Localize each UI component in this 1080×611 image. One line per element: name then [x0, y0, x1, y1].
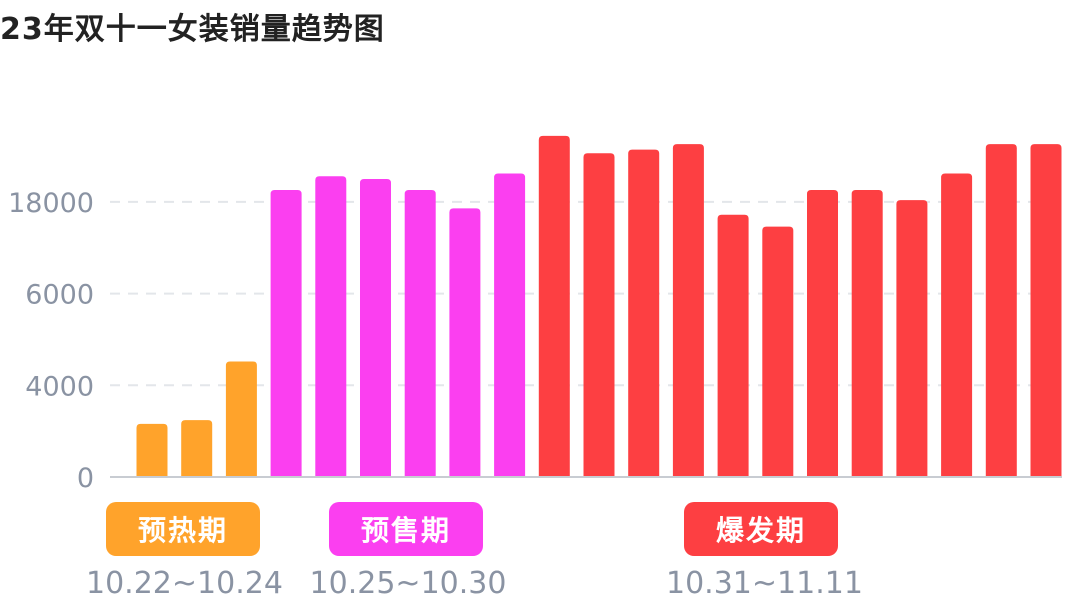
bar-12 — [628, 149, 660, 478]
phase-range-presale: 10.25~10.30 — [309, 566, 507, 601]
y-tick-0: 0 — [77, 463, 94, 494]
bar-7 — [404, 189, 436, 477]
bar-6 — [360, 178, 391, 477]
bar-1 — [136, 423, 168, 477]
bar-2 — [181, 420, 213, 477]
bar-20 — [985, 144, 1017, 477]
bar-10 — [538, 135, 570, 477]
chart-title: 23年双十一女装销量趋势图 — [0, 12, 385, 47]
bar-18 — [896, 200, 928, 478]
bar-17 — [851, 189, 883, 477]
phase-range-burst: 10.31~11.11 — [666, 566, 863, 601]
y-tick-6000: 6000 — [25, 280, 94, 311]
bar-14 — [717, 214, 749, 477]
phase-badge-burst: 爆发期 — [684, 502, 838, 556]
phase-label-burst: 爆发期 — [715, 514, 806, 547]
bar-8 — [449, 208, 481, 477]
bar-11 — [583, 153, 615, 477]
phase-badge-presale: 预售期 — [329, 502, 483, 556]
bar-19 — [941, 173, 973, 477]
bar-5 — [315, 176, 347, 477]
bars — [136, 135, 1062, 478]
phase-badge-preheat: 预热期 — [106, 502, 260, 556]
bar-9 — [494, 173, 526, 477]
y-tick-4000: 4000 — [25, 371, 94, 402]
phase-label-presale: 预售期 — [360, 514, 451, 547]
y-axis-ticks: 0 4000 6000 18000 — [8, 188, 94, 494]
bar-21 — [1030, 144, 1062, 477]
bar-4 — [270, 189, 302, 477]
y-tick-18000: 18000 — [8, 188, 94, 219]
bar-3 — [225, 361, 257, 477]
phase-label-preheat: 预热期 — [137, 514, 228, 547]
bar-16 — [807, 189, 838, 477]
bar-15 — [762, 226, 794, 477]
phase-range-preheat: 10.22~10.24 — [86, 566, 283, 601]
bar-13 — [672, 144, 704, 477]
